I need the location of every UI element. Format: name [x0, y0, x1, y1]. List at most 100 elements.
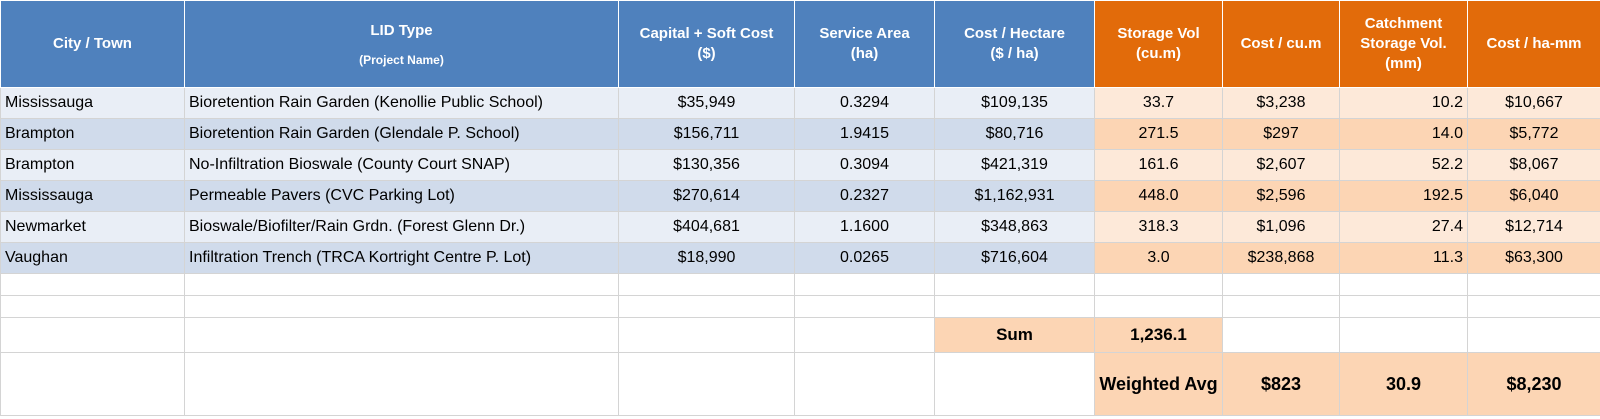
empty-cell	[184, 317, 619, 353]
blank-row	[0, 295, 1600, 318]
data-row: Mississauga Bioretention Rain Garden (Ken…	[0, 87, 1600, 119]
data-row: Brampton No-Infiltration Bioswale (County…	[0, 149, 1600, 181]
header-text: Capital + Soft Cost	[639, 25, 774, 42]
data-cell: $2,607	[1222, 149, 1340, 181]
header-text: ($)	[697, 45, 716, 62]
data-cell: Bioswale/Biofilter/Rain Grdn. (Forest Gl…	[184, 211, 619, 243]
data-cell: $1,162,931	[934, 180, 1095, 212]
header-text: (cu.m)	[1136, 45, 1181, 62]
data-cell: 318.3	[1094, 211, 1223, 243]
data-cell: $35,949	[618, 87, 795, 119]
data-cell: Mississauga	[0, 180, 185, 212]
empty-cell	[0, 295, 185, 318]
data-cell: 1.1600	[794, 211, 935, 243]
data-cell: $80,716	[934, 118, 1095, 150]
data-cell: Vaughan	[0, 242, 185, 274]
empty-cell	[1467, 317, 1600, 353]
empty-cell	[1094, 273, 1223, 296]
header-text: Storage Vol.	[1360, 35, 1447, 52]
data-cell: 192.5	[1339, 180, 1468, 212]
empty-cell	[934, 295, 1095, 318]
empty-cell	[794, 352, 935, 416]
data-cell: Permeable Pavers (CVC Parking Lot)	[184, 180, 619, 212]
weighted-avg-value: $823	[1222, 352, 1340, 416]
header-text: City / Town	[53, 35, 132, 52]
empty-cell	[0, 317, 185, 353]
empty-cell	[1467, 295, 1600, 318]
data-cell: Newmarket	[0, 211, 185, 243]
empty-cell	[184, 352, 619, 416]
empty-cell	[184, 295, 619, 318]
empty-cell	[1094, 295, 1223, 318]
header-text: LID Type	[370, 22, 433, 39]
empty-cell	[184, 273, 619, 296]
data-cell: 14.0	[1339, 118, 1468, 150]
empty-cell	[1222, 317, 1340, 353]
header-text: Catchment	[1364, 15, 1443, 32]
data-cell: $1,096	[1222, 211, 1340, 243]
data-cell: Bioretention Rain Garden (Glendale P. Sc…	[184, 118, 619, 150]
empty-cell	[934, 352, 1095, 416]
header-text: Cost / cu.m	[1240, 35, 1322, 52]
data-cell: 10.2	[1339, 87, 1468, 119]
data-cell: Mississauga	[0, 87, 185, 119]
header-cell: Cost / ha-mm	[1467, 0, 1600, 88]
empty-cell	[618, 352, 795, 416]
header-text: Service Area	[819, 25, 910, 42]
empty-cell	[1339, 273, 1468, 296]
data-cell: $12,714	[1467, 211, 1600, 243]
data-cell: 0.3094	[794, 149, 935, 181]
data-cell: 0.2327	[794, 180, 935, 212]
data-cell: $10,667	[1467, 87, 1600, 119]
data-cell: $156,711	[618, 118, 795, 150]
header-cell: Service Area (ha)	[794, 0, 935, 88]
header-text: Cost / ha-mm	[1486, 35, 1582, 52]
data-cell: Bioretention Rain Garden (Kenollie Publi…	[184, 87, 619, 119]
empty-cell	[618, 317, 795, 353]
data-cell: 33.7	[1094, 87, 1223, 119]
data-cell: $238,868	[1222, 242, 1340, 274]
data-cell: $2,596	[1222, 180, 1340, 212]
data-cell: No-Infiltration Bioswale (County Court S…	[184, 149, 619, 181]
data-cell: Brampton	[0, 118, 185, 150]
data-row: Newmarket Bioswale/Biofilter/Rain Grdn. (…	[0, 211, 1600, 243]
empty-cell	[618, 273, 795, 296]
empty-cell	[0, 273, 185, 296]
header-cell: Cost / Hectare ($ / ha)	[934, 0, 1095, 88]
header-cell: City / Town	[0, 0, 185, 88]
blank-row	[0, 273, 1600, 296]
data-cell: 271.5	[1094, 118, 1223, 150]
data-cell: 448.0	[1094, 180, 1223, 212]
data-cell: Brampton	[0, 149, 185, 181]
empty-cell	[1339, 295, 1468, 318]
data-cell: $348,863	[934, 211, 1095, 243]
weighted-avg-label: Weighted Avg	[1094, 352, 1223, 416]
data-cell: 52.2	[1339, 149, 1468, 181]
empty-cell	[1222, 273, 1340, 296]
empty-cell	[794, 317, 935, 353]
data-cell: $8,067	[1467, 149, 1600, 181]
data-cell: 1.9415	[794, 118, 935, 150]
header-note: (Project Name)	[359, 53, 444, 67]
data-cell: $270,614	[618, 180, 795, 212]
data-row: Mississauga Permeable Pavers (CVC Parking…	[0, 180, 1600, 212]
header-row: City / Town LID Type (Project Name) Capital…	[0, 0, 1600, 88]
data-cell: $5,772	[1467, 118, 1600, 150]
data-cell: $716,604	[934, 242, 1095, 274]
weighted-avg-value: 30.9	[1339, 352, 1468, 416]
header-text: (ha)	[850, 45, 879, 62]
data-cell: $3,238	[1222, 87, 1340, 119]
empty-cell	[618, 295, 795, 318]
empty-cell	[934, 273, 1095, 296]
header-text: Storage Vol	[1117, 25, 1200, 42]
sum-row: Sum 1,236.1	[0, 317, 1600, 353]
data-cell: $6,040	[1467, 180, 1600, 212]
data-cell: 161.6	[1094, 149, 1223, 181]
header-text: ($ / ha)	[990, 45, 1039, 62]
weighted-avg-row: Weighted Avg $823 30.9 $8,230	[0, 352, 1600, 416]
empty-cell	[794, 273, 935, 296]
header-cell: Catchment Storage Vol. (mm)	[1339, 0, 1468, 88]
data-cell: 0.3294	[794, 87, 935, 119]
data-cell: $18,990	[618, 242, 795, 274]
data-cell: 3.0	[1094, 242, 1223, 274]
